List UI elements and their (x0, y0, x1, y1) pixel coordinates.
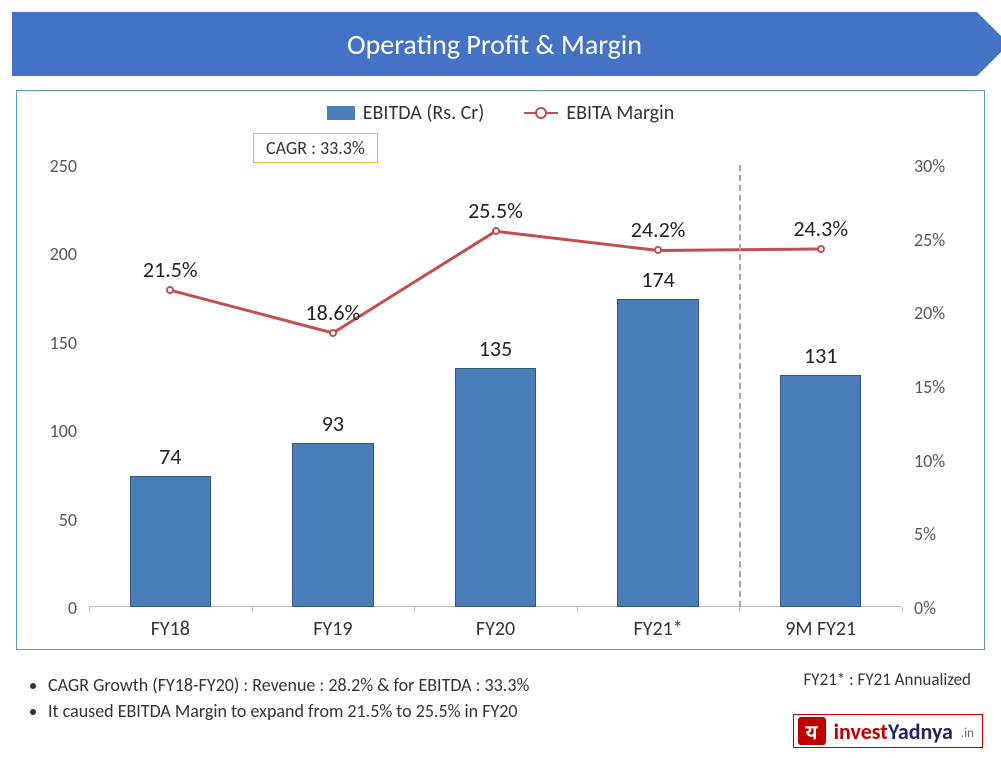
brand-tld: .in (961, 726, 974, 741)
footnote: FY21* : FY21 Annualized (803, 669, 971, 690)
bullet-list: CAGR Growth (FY18-FY20) : Revenue : 28.2… (30, 672, 529, 724)
bar-value-label: 131 (804, 342, 837, 369)
line-value-label: 24.3% (793, 215, 848, 242)
line-marker (492, 227, 500, 235)
y-left-tick-label: 250 (27, 155, 77, 177)
y-right-tick-label: 10% (914, 450, 945, 472)
cagr-callout: CAGR : 33.3% (253, 133, 378, 163)
legend-item-line: EBITA Margin (524, 101, 674, 125)
legend-item-bar: EBITDA (Rs. Cr) (327, 101, 485, 125)
y-left-tick-label: 50 (27, 509, 77, 531)
y-right-tick-label: 25% (914, 229, 945, 251)
line-marker (817, 245, 825, 253)
brand-text-2: Yadnya (888, 718, 953, 745)
brand-badge: य investYadnya .in (793, 714, 983, 748)
bar (455, 368, 536, 607)
plot-area: 0501001502002500%5%10%15%20%25%30%74FY18… (89, 165, 902, 607)
x-tick (902, 607, 903, 613)
bullet-1: CAGR Growth (FY18-FY20) : Revenue : 28.2… (48, 672, 529, 698)
chart-legend: EBITDA (Rs. Cr) EBITA Margin (17, 101, 984, 125)
line-marker (329, 329, 337, 337)
bullet-2: It caused EBITDA Margin to expand from 2… (48, 698, 529, 724)
cagr-text: CAGR : 33.3% (266, 137, 365, 159)
y-left-tick-label: 0 (27, 597, 77, 619)
bar-value-label: 174 (641, 266, 674, 293)
x-tick (414, 607, 415, 613)
x-tick (577, 607, 578, 613)
y-right-tick-label: 20% (914, 302, 945, 324)
y-left-tick-label: 100 (27, 420, 77, 442)
line-value-label: 18.6% (306, 299, 361, 326)
bar (780, 375, 861, 607)
legend-label-bar: EBITDA (Rs. Cr) (363, 101, 485, 125)
y-right-tick-label: 5% (914, 523, 936, 545)
line-marker (166, 286, 174, 294)
x-category-label: FY18 (151, 617, 190, 641)
x-category-label: FY20 (476, 617, 515, 641)
y-right-tick-label: 0% (914, 597, 936, 619)
section-divider (739, 165, 741, 607)
bar (617, 299, 698, 607)
x-tick (739, 607, 740, 613)
bar-value-label: 74 (159, 443, 181, 470)
x-tick (252, 607, 253, 613)
slide-title: Operating Profit & Margin (347, 27, 642, 62)
bar (130, 476, 211, 607)
x-category-label: FY19 (313, 617, 352, 641)
x-category-label: FY21* (634, 617, 683, 641)
y-right-tick-label: 15% (914, 376, 945, 398)
slide-title-banner: Operating Profit & Margin (12, 12, 977, 76)
x-tick (89, 607, 90, 613)
bar-value-label: 93 (322, 410, 344, 437)
line-value-label: 25.5% (468, 197, 523, 224)
chart-container: EBITDA (Rs. Cr) EBITA Margin CAGR : 33.3… (16, 90, 985, 650)
line-value-label: 21.5% (143, 256, 198, 283)
y-right-tick-label: 30% (914, 155, 945, 177)
bar (292, 443, 373, 607)
legend-label-line: EBITA Margin (566, 101, 674, 125)
legend-swatch-bar (327, 106, 355, 120)
y-left-tick-label: 150 (27, 332, 77, 354)
bar-value-label: 135 (479, 335, 512, 362)
brand-text-1: invest (834, 718, 888, 745)
y-left-tick-label: 200 (27, 243, 77, 265)
brand-logo-icon: य (798, 717, 826, 745)
line-marker (654, 246, 662, 254)
line-value-label: 24.2% (631, 216, 686, 243)
x-category-label: 9M FY21 (785, 617, 856, 641)
legend-swatch-line (524, 112, 558, 114)
